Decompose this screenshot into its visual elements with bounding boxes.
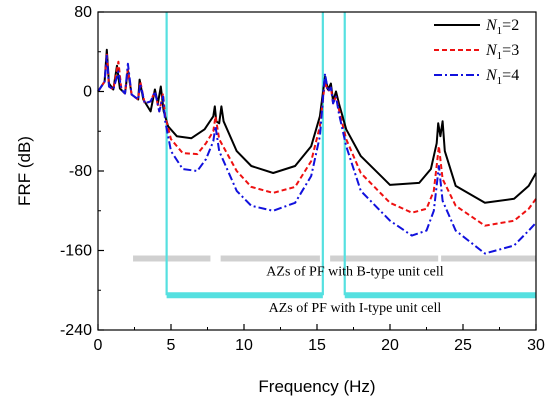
series-line-2	[97, 54, 537, 255]
x-tick-label-5: 25	[454, 337, 472, 354]
x-tick-label-4: 20	[381, 337, 399, 354]
x-tick-label-0: 0	[94, 337, 103, 354]
y-tick-label-3: -160	[60, 243, 92, 260]
legend-label-0: N1=2	[485, 17, 519, 37]
legend: N1=2 N1=3 N1=4	[434, 17, 519, 87]
series-line-1	[97, 52, 537, 227]
series-lines	[97, 48, 537, 255]
y-tick-label-1: 0	[83, 84, 92, 101]
legend-label-2: N1=4	[485, 67, 519, 87]
vertical-guide-lines	[165, 12, 346, 296]
series-line-0	[97, 48, 537, 204]
y-axis-label: FRF (dB)	[15, 136, 34, 206]
x-tick-label-1: 5	[167, 337, 176, 354]
x-tick-label-3: 15	[308, 337, 326, 354]
axes: 0 5 10 15 20 25 30 80 0 -80 -160 -240	[60, 4, 545, 354]
x-tick-label-6: 30	[527, 337, 545, 354]
y-tick-label-0: 80	[74, 4, 92, 21]
legend-label-1: N1=3	[485, 42, 519, 62]
band-gap-lines	[133, 255, 536, 299]
y-tick-label-4: -240	[60, 322, 92, 339]
x-axis-label: Frequency (Hz)	[258, 377, 375, 396]
plot-frame	[97, 11, 537, 331]
y-tick-label-2: -80	[69, 163, 92, 180]
band-gap-label-i-type: AZs of PF with I-type unit cell	[269, 301, 442, 316]
x-tick-label-2: 10	[235, 337, 253, 354]
band-gap-label-b-type: AZs of PF with B-type unit cell	[266, 264, 443, 279]
